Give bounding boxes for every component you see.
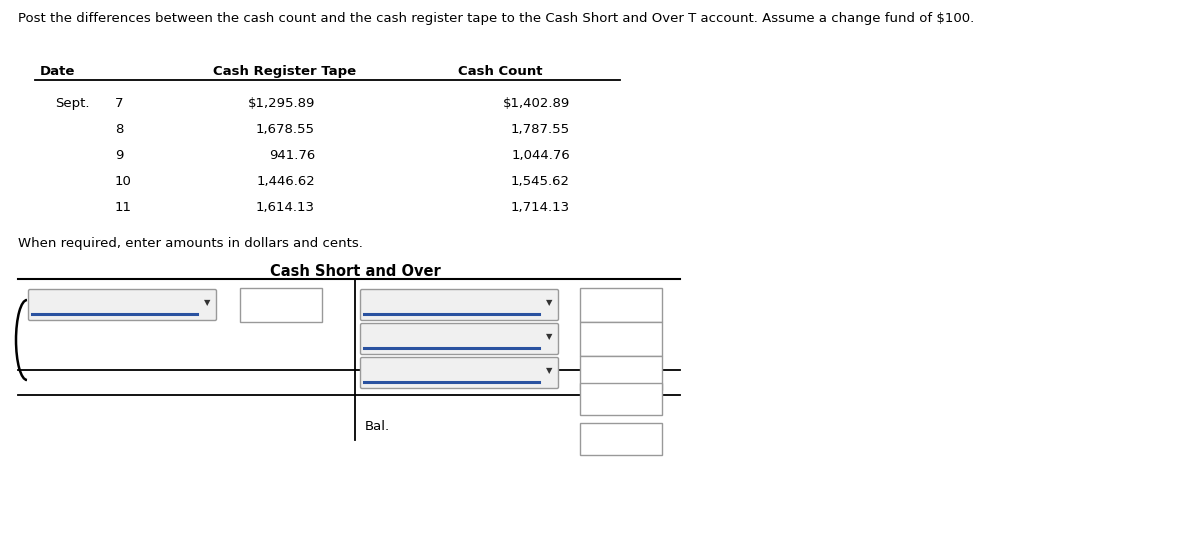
Text: 1,446.62: 1,446.62 [257,175,314,188]
Text: 7: 7 [115,97,124,110]
Text: 1,614.13: 1,614.13 [256,201,314,214]
Text: Cash Short and Over: Cash Short and Over [270,264,440,279]
Text: 1,545.62: 1,545.62 [511,175,570,188]
FancyBboxPatch shape [360,289,558,320]
Text: ▼: ▼ [546,332,552,341]
Bar [580,322,662,356]
Bar [580,356,662,390]
Text: 1,714.13: 1,714.13 [511,201,570,214]
Text: 1,044.76: 1,044.76 [511,149,570,162]
Text: 941.76: 941.76 [269,149,314,162]
Bar [580,383,662,415]
Text: Sept.: Sept. [55,97,90,110]
Bar [240,288,322,322]
Text: When required, enter amounts in dollars and cents.: When required, enter amounts in dollars … [18,237,362,250]
Text: Post the differences between the cash count and the cash register tape to the Ca: Post the differences between the cash co… [18,12,974,25]
Text: 1,787.55: 1,787.55 [511,123,570,136]
Text: $1,402.89: $1,402.89 [503,97,570,110]
FancyBboxPatch shape [360,324,558,355]
Text: Cash Register Tape: Cash Register Tape [214,65,356,78]
Text: ▼: ▼ [546,298,552,307]
Text: Bal.: Bal. [365,420,390,433]
Bar [580,423,662,455]
Text: 9: 9 [115,149,124,162]
Text: $1,295.89: $1,295.89 [247,97,314,110]
Text: Cash Count: Cash Count [457,65,542,78]
FancyBboxPatch shape [29,289,216,320]
Text: Date: Date [40,65,76,78]
Text: 11: 11 [115,201,132,214]
FancyBboxPatch shape [360,357,558,388]
Text: 1,678.55: 1,678.55 [256,123,314,136]
Text: ▼: ▼ [204,298,210,307]
Text: 8: 8 [115,123,124,136]
Bar [580,288,662,322]
Text: 10: 10 [115,175,132,188]
Text: ▼: ▼ [546,366,552,375]
